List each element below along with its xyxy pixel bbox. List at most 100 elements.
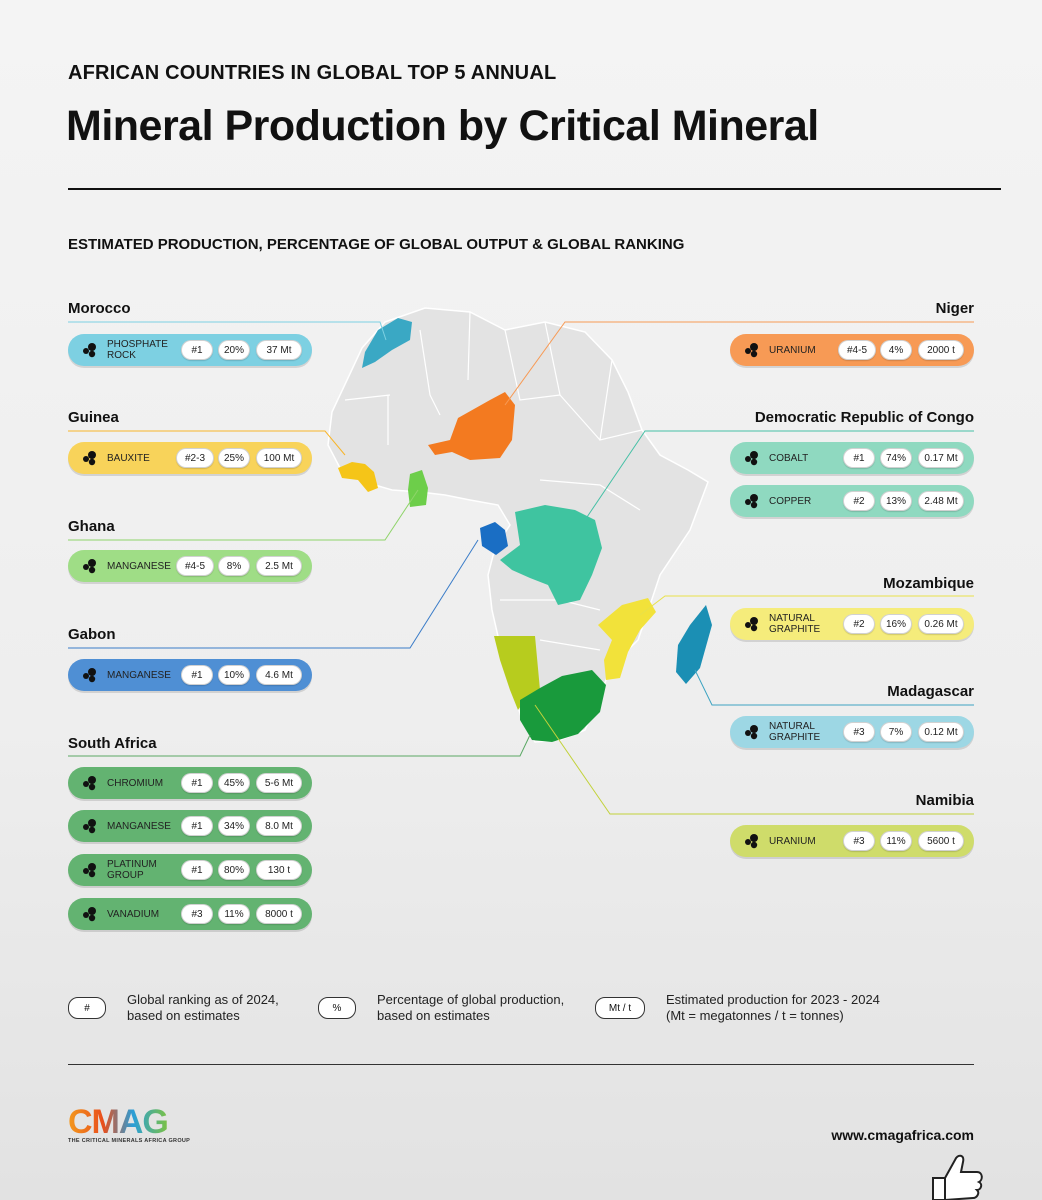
rank-chip: #4-5: [176, 556, 214, 576]
page-title: Mineral Production by Critical Mineral: [66, 102, 819, 150]
legend-chip-percent: %: [318, 997, 356, 1019]
country-label-drc: Democratic Republic of Congo: [754, 409, 974, 426]
percent-chip: 80%: [218, 860, 250, 880]
mineral-icon: [83, 819, 96, 834]
percent-chip: 10%: [218, 665, 250, 685]
production-chip: 130 t: [256, 860, 302, 880]
percent-chip: 74%: [880, 448, 912, 468]
percent-chip: 25%: [218, 448, 250, 468]
country-label-ghana: Ghana: [68, 518, 115, 535]
country-label-mozambique: Mozambique: [883, 575, 974, 592]
mineral-pill-mozambique-graphite: NATURAL GRAPHITE #2 16% 0.26 Mt: [730, 608, 974, 640]
production-chip: 2000 t: [918, 340, 964, 360]
mineral-icon: [83, 668, 96, 683]
production-chip: 8.0 Mt: [256, 816, 302, 836]
legend-chip-rank: #: [68, 997, 106, 1019]
mineral-name: COBALT: [769, 452, 809, 464]
production-chip: 0.17 Mt: [918, 448, 964, 468]
mozambique-shape: [598, 598, 656, 680]
madagascar-shape: [676, 605, 712, 684]
mineral-pill-south-africa-chromium: CHROMIUM #1 45% 5-6 Mt: [68, 767, 312, 799]
mineral-icon: [745, 725, 758, 740]
mineral-pill-gabon-manganese: MANGANESE #1 10% 4.6 Mt: [68, 659, 312, 691]
rank-chip: #3: [843, 831, 875, 851]
percent-chip: 4%: [880, 340, 912, 360]
country-label-guinea: Guinea: [68, 409, 119, 426]
percent-chip: 8%: [218, 556, 250, 576]
gabon-shape: [480, 522, 508, 555]
rank-chip: #1: [181, 340, 213, 360]
mineral-icon: [83, 451, 96, 466]
percent-chip: 45%: [218, 773, 250, 793]
country-label-south-africa: South Africa: [68, 735, 157, 752]
country-label-gabon: Gabon: [68, 626, 116, 643]
mineral-pill-drc-cobalt: COBALT #1 74% 0.17 Mt: [730, 442, 974, 474]
mineral-name: MANGANESE: [107, 820, 171, 832]
drc-shape: [500, 505, 602, 605]
mineral-icon: [83, 559, 96, 574]
production-chip: 37 Mt: [256, 340, 302, 360]
mineral-pill-morocco-phosphate: PHOSPHATE ROCK #1 20% 37 Mt: [68, 334, 312, 366]
rank-chip: #2: [843, 491, 875, 511]
mineral-icon: [745, 494, 758, 509]
thumbs-up-icon: [932, 1154, 983, 1200]
mineral-pill-south-africa-vanadium: VANADIUM #3 11% 8000 t: [68, 898, 312, 930]
rank-chip: #1: [181, 860, 213, 880]
leader-lines: [68, 321, 974, 815]
mineral-icon: [745, 834, 758, 849]
rank-chip: #2: [843, 614, 875, 634]
mineral-name: COPPER: [769, 495, 812, 507]
production-chip: 100 Mt: [256, 448, 302, 468]
mineral-icon: [83, 907, 96, 922]
rank-chip: #1: [181, 665, 213, 685]
mineral-name: VANADIUM: [107, 908, 160, 920]
mineral-pill-drc-copper: COPPER #2 13% 2.48 Mt: [730, 485, 974, 517]
mineral-icon: [745, 451, 758, 466]
mineral-name: MANGANESE: [107, 560, 171, 572]
production-chip: 0.12 Mt: [918, 722, 964, 742]
production-chip: 2.48 Mt: [918, 491, 964, 511]
percent-chip: 20%: [218, 340, 250, 360]
mineral-name: URANIUM: [769, 344, 816, 356]
mineral-pill-south-africa-platinum: PLATINUM GROUP #1 80% 130 t: [68, 854, 312, 886]
mineral-name: NATURAL GRAPHITE: [769, 613, 821, 635]
country-label-morocco: Morocco: [68, 300, 131, 317]
mineral-icon: [83, 776, 96, 791]
mineral-pill-namibia-uranium: URANIUM #3 11% 5600 t: [730, 825, 974, 857]
mineral-pill-south-africa-manganese: MANGANESE #1 34% 8.0 Mt: [68, 810, 312, 842]
south-africa-shape: [520, 670, 606, 742]
country-label-niger: Niger: [935, 300, 974, 317]
top-divider: [68, 188, 1001, 190]
mineral-icon: [745, 343, 758, 358]
legend-chip-production: Mt / t: [595, 997, 645, 1019]
percent-chip: 11%: [218, 904, 250, 924]
namibia-shape: [494, 636, 540, 710]
mineral-icon: [83, 863, 96, 878]
production-chip: 5600 t: [918, 831, 964, 851]
legend-text-percent: Percentage of global production, based on…: [377, 992, 565, 1023]
mineral-name: CHROMIUM: [107, 777, 164, 789]
mineral-pill-ghana-manganese: MANGANESE #4-5 8% 2.5 Mt: [68, 550, 312, 582]
mineral-name: PLATINUM GROUP: [107, 859, 157, 881]
mineral-pill-niger-uranium: URANIUM #4-5 4% 2000 t: [730, 334, 974, 366]
percent-chip: 7%: [880, 722, 912, 742]
mineral-pill-guinea-bauxite: BAUXITE #2-3 25% 100 Mt: [68, 442, 312, 474]
morocco-shape: [362, 318, 412, 368]
rank-chip: #1: [843, 448, 875, 468]
production-chip: 4.6 Mt: [256, 665, 302, 685]
website-url[interactable]: www.cmagafrica.com: [831, 1127, 974, 1143]
production-chip: 0.26 Mt: [918, 614, 964, 634]
mineral-pill-madagascar-graphite: NATURAL GRAPHITE #3 7% 0.12 Mt: [730, 716, 974, 748]
percent-chip: 11%: [880, 831, 912, 851]
mineral-name: MANGANESE: [107, 669, 171, 681]
subtitle: ESTIMATED PRODUCTION, PERCENTAGE OF GLOB…: [68, 236, 685, 253]
rank-chip: #3: [843, 722, 875, 742]
percent-chip: 13%: [880, 491, 912, 511]
country-label-namibia: Namibia: [915, 792, 974, 809]
rank-chip: #4-5: [838, 340, 876, 360]
mineral-name: PHOSPHATE ROCK: [107, 339, 168, 361]
mineral-icon: [83, 343, 96, 358]
mineral-name: NATURAL GRAPHITE: [769, 721, 821, 743]
production-chip: 5-6 Mt: [256, 773, 302, 793]
